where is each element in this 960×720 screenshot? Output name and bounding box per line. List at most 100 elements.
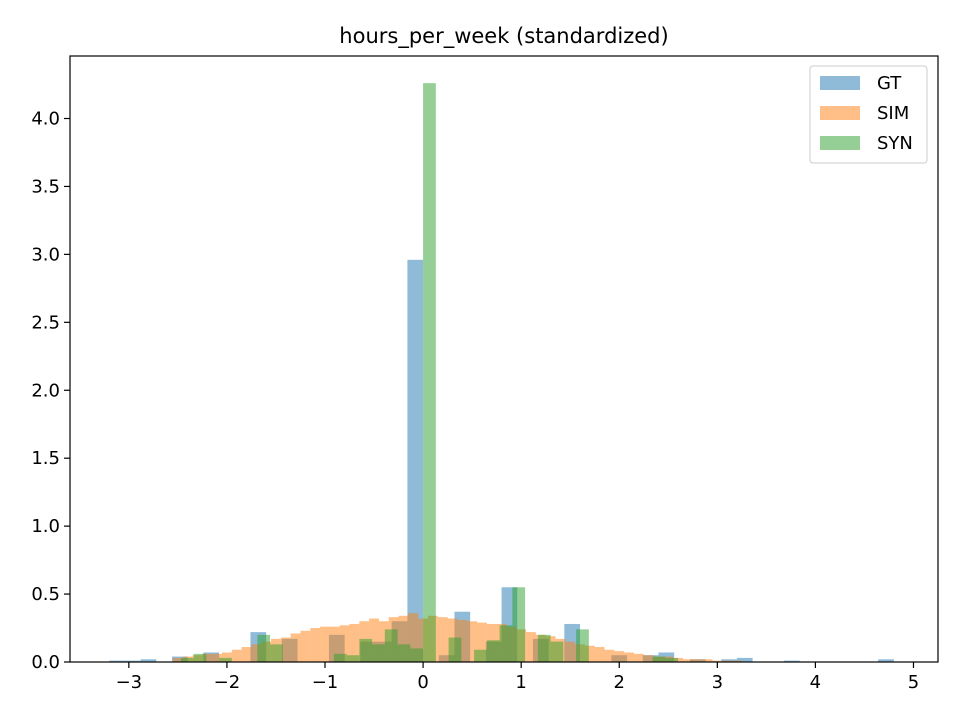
bar-sim-55 [712, 660, 723, 662]
bar-sim-47 [633, 653, 644, 662]
bar-syn-9 [384, 629, 398, 662]
bar-sim-27 [437, 617, 448, 662]
bar-sim-13 [300, 630, 311, 662]
bar-syn-18 [537, 634, 551, 662]
bar-sim-16 [329, 626, 340, 662]
bar-sim-40 [565, 641, 576, 662]
bar-sim-53 [692, 659, 703, 662]
x-tick-label: −2 [214, 672, 241, 693]
bar-sim-48 [643, 655, 654, 662]
legend-swatch-sim [820, 106, 860, 120]
bar-sim-30 [467, 621, 478, 662]
bar-sim-57 [732, 660, 742, 662]
bar-sim-44 [604, 649, 615, 662]
bar-syn-22 [665, 657, 679, 662]
x-tick-label: 0 [417, 672, 428, 693]
bar-syn-7 [359, 638, 373, 662]
y-tick-label: 1.5 [31, 448, 60, 469]
x-tick-label: 3 [712, 672, 723, 693]
bar-syn-11 [410, 648, 424, 662]
y-tick-label: 3.0 [31, 244, 60, 265]
axes-frame [69, 55, 939, 663]
bar-sim-46 [624, 652, 634, 662]
x-tick-label: 1 [515, 672, 526, 693]
bar-sim-5 [222, 652, 232, 662]
x-tick-label: −3 [116, 672, 143, 693]
legend-swatch-syn [820, 136, 860, 150]
bar-sim-51 [673, 657, 683, 662]
legend-label-syn: SYN [877, 133, 913, 154]
bar-syn-14 [474, 649, 487, 662]
bar-syn-1 [193, 653, 207, 662]
x-tick-label: 5 [908, 672, 919, 693]
bar-sim-6 [231, 649, 242, 662]
y-tick-label: 3.5 [31, 176, 60, 197]
bar-sim-21 [378, 621, 389, 662]
bar-sim-8 [251, 644, 262, 662]
bar-syn-6 [346, 655, 360, 662]
bar-syn-8 [372, 644, 385, 662]
legend-label-sim: SIM [877, 103, 909, 124]
bar-gt-24 [784, 660, 800, 662]
y-tick-label: 4.0 [31, 109, 60, 130]
bars-layer [109, 83, 894, 663]
bar-sim-7 [241, 647, 252, 662]
bar-sim-0 [172, 657, 183, 662]
bar-syn-3 [257, 634, 271, 662]
x-tick-label: 4 [810, 672, 821, 693]
bar-syn-16 [499, 625, 513, 662]
bar-sim-15 [320, 626, 330, 662]
series-gt [109, 259, 894, 662]
y-tick-label: 1.0 [31, 516, 60, 537]
bar-sim-45 [614, 651, 625, 662]
bar-sim-24 [408, 613, 419, 662]
y-axis: 0.0 0.5 1.0 1.5 2.0 2.5 3.0 3.5 4.0 [31, 109, 70, 673]
bar-sim-42 [584, 645, 595, 662]
legend-label-gt: GT [877, 73, 902, 94]
bar-syn-15 [486, 640, 500, 662]
bar-gt-25 [878, 659, 894, 662]
y-tick-label: 0.5 [31, 584, 60, 605]
bar-gt-1 [124, 660, 141, 662]
bar-sim-14 [310, 628, 321, 662]
bar-sim-23 [398, 615, 409, 662]
y-tick-label: 0.0 [31, 652, 60, 673]
bar-syn-13 [448, 637, 462, 662]
bar-syn-2 [219, 657, 232, 662]
bar-gt-23 [736, 657, 753, 662]
bar-sim-56 [722, 660, 733, 662]
bar-gt-0 [109, 660, 125, 662]
bar-sim-20 [369, 618, 379, 662]
bar-sim-17 [339, 625, 350, 662]
x-tick-label: 2 [614, 672, 625, 693]
y-tick-label: 2.5 [31, 312, 60, 333]
bar-sim-29 [457, 619, 468, 662]
bar-sim-12 [290, 633, 301, 662]
bar-syn-17 [512, 587, 526, 662]
bar-sim-43 [594, 647, 605, 662]
bar-syn-20 [576, 629, 589, 662]
bar-syn-19 [550, 641, 564, 662]
bar-syn-10 [397, 644, 411, 662]
bar-gt-2 [140, 659, 157, 662]
bar-sim-54 [702, 659, 713, 662]
bar-sim-4 [212, 653, 223, 662]
y-tick-label: 2.0 [31, 380, 60, 401]
chart-title: hours_per_week (standardized) [339, 24, 668, 49]
x-tick-label: −1 [312, 672, 339, 693]
bar-gt-11 [407, 259, 424, 662]
legend: GT SIM SYN [809, 65, 928, 164]
bar-sim-18 [349, 623, 360, 662]
bar-sim-36 [526, 632, 536, 662]
bar-sim-11 [280, 637, 291, 662]
bar-syn-21 [652, 656, 666, 662]
x-axis: −3 −2 −1 0 1 2 3 4 5 [116, 662, 919, 693]
bar-sim-3 [202, 653, 213, 662]
bar-syn-4 [270, 644, 283, 662]
legend-swatch-gt [820, 76, 860, 90]
bar-syn-0 [180, 657, 194, 662]
bar-sim-31 [477, 622, 487, 662]
bar-syn-5 [333, 653, 347, 662]
bar-sim-52 [682, 659, 693, 662]
